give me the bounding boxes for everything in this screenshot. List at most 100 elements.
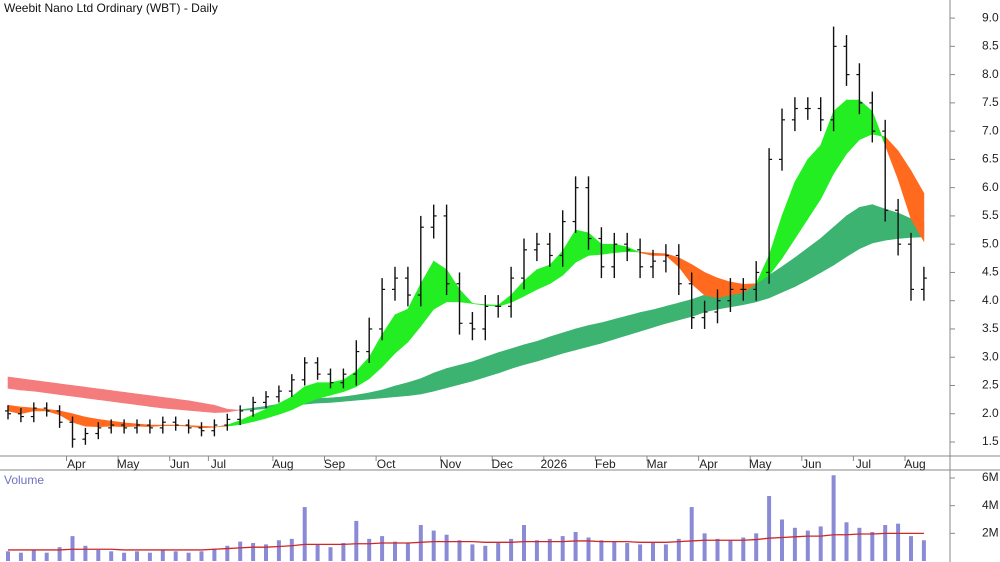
ribbon-segment xyxy=(7,376,22,391)
x-tick-label: Aug xyxy=(272,457,293,471)
volume-bar xyxy=(728,540,733,561)
ribbon-segment xyxy=(46,381,60,395)
x-tick-label: Jul xyxy=(211,457,226,471)
volume-bar xyxy=(238,541,243,561)
volume-bar xyxy=(896,523,901,561)
ribbon-segment xyxy=(588,322,602,347)
chart-title: Weebit Nano Ltd Ordinary (WBT) - Daily xyxy=(4,1,218,15)
x-tick-label: Apr xyxy=(699,457,718,471)
ribbon-segment xyxy=(162,424,176,426)
x-tick-label: Sep xyxy=(324,457,346,471)
volume-bar xyxy=(444,534,449,561)
y-tick-label: 7.0 xyxy=(982,123,999,137)
y-tick-label: 3.0 xyxy=(982,349,999,363)
volume-bar xyxy=(844,522,849,561)
ribbon-segment xyxy=(98,388,112,402)
y-tick-label: 6.0 xyxy=(982,180,999,194)
volume-bar xyxy=(599,540,604,561)
y-tick-label: 7.5 xyxy=(982,95,999,109)
ribbon-segment xyxy=(601,243,615,255)
y-tick-label: 1.5 xyxy=(982,434,999,448)
volume-bar xyxy=(251,543,256,561)
ribbon-segment xyxy=(59,383,73,397)
volume-bar xyxy=(651,543,655,561)
ribbon-segment xyxy=(665,302,680,324)
volume-bar xyxy=(547,538,552,561)
volume-bar xyxy=(289,538,294,561)
volume-bar xyxy=(754,533,759,561)
volume-bar xyxy=(160,549,165,561)
ribbon-segment xyxy=(317,397,331,404)
volume-bar xyxy=(831,475,836,561)
ribbon-segment xyxy=(330,396,344,403)
x-tick-label: Jun xyxy=(802,457,821,471)
x-tick-label: Jun xyxy=(170,457,189,471)
volume-bar xyxy=(534,540,539,561)
volume-bar xyxy=(767,496,772,561)
volume-bar xyxy=(625,543,630,561)
volume-bar xyxy=(612,541,617,561)
ribbon-segment xyxy=(72,385,86,399)
ribbon-segment xyxy=(201,425,215,429)
volume-bar xyxy=(96,549,101,561)
x-tick-label: May xyxy=(117,457,140,471)
y-tick-label: 5.5 xyxy=(982,208,999,222)
x-tick-label: Apr xyxy=(67,457,86,471)
volume-bar xyxy=(225,545,230,561)
ribbon-segment xyxy=(110,390,125,404)
y-tick-label: 2.0 xyxy=(982,406,999,420)
volume-bar xyxy=(560,536,565,561)
volume-bar xyxy=(702,533,707,561)
ribbon-segment xyxy=(123,391,138,406)
x-tick-label: Feb xyxy=(595,457,616,471)
x-tick-label: Jul xyxy=(856,457,871,471)
ribbon-segment xyxy=(433,260,447,310)
volume-bar xyxy=(522,525,526,561)
ribbon-segment xyxy=(149,395,164,409)
ribbon-segment xyxy=(549,332,564,358)
volume-bar xyxy=(70,536,75,561)
x-tick-label: Mar xyxy=(647,457,668,471)
volume-bar xyxy=(818,526,823,561)
volume-bar xyxy=(870,531,875,561)
volume-bar xyxy=(573,531,578,561)
y-tick-label: 5.0 xyxy=(982,236,999,250)
volume-bar xyxy=(276,540,281,561)
volume-bar xyxy=(883,525,888,561)
ribbon-segment xyxy=(162,397,176,410)
volume-bar xyxy=(663,544,668,561)
volume-bar xyxy=(83,545,88,561)
ribbon-segment xyxy=(639,309,654,332)
volume-bar xyxy=(199,551,204,561)
x-tick-label: 2026 xyxy=(540,457,567,471)
volume-bar xyxy=(302,507,307,561)
volume-bar xyxy=(689,507,694,561)
volume-bar xyxy=(805,530,810,561)
volume-bar xyxy=(921,540,926,561)
y-tick-label: 4.0 xyxy=(982,293,999,307)
volume-bar xyxy=(44,552,49,561)
x-tick-label: Oct xyxy=(377,457,396,471)
ribbon-segment xyxy=(446,364,460,389)
ribbon-segment xyxy=(871,204,886,244)
volume-bar xyxy=(457,540,462,561)
volume-bar xyxy=(31,549,36,561)
volume-bar xyxy=(109,551,114,561)
volume-bar xyxy=(367,538,372,561)
ribbon-segment xyxy=(523,341,538,365)
ribbon-segment xyxy=(910,169,925,243)
ribbon-segment xyxy=(20,378,35,392)
x-tick-label: May xyxy=(749,457,772,471)
volume-bar xyxy=(18,552,23,561)
volume-bar xyxy=(354,520,359,561)
ribbon-segment xyxy=(33,380,48,394)
volume-bar xyxy=(315,544,320,561)
volume-bar xyxy=(496,543,501,561)
volume-bar xyxy=(328,547,333,561)
volume-bar xyxy=(405,543,410,561)
ribbon-segment xyxy=(846,206,860,258)
y-tick-label: 6.5 xyxy=(982,152,999,166)
